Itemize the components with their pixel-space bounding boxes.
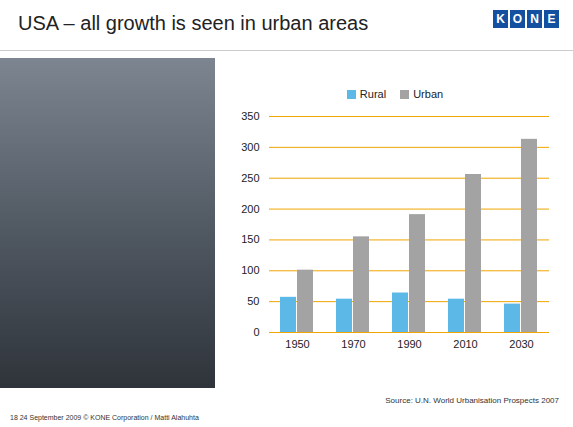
svg-text:2010: 2010 xyxy=(453,338,477,350)
svg-text:350: 350 xyxy=(241,110,259,122)
svg-text:1970: 1970 xyxy=(341,338,365,350)
html-text:O: O xyxy=(512,12,523,26)
svg-text:1950: 1950 xyxy=(285,338,309,350)
html-text:18 24 September 2009 © KONE Co: 18 24 September 2009 © KONE Corporation … xyxy=(10,414,199,421)
html-text:K: K xyxy=(496,12,505,26)
html-text:E: E xyxy=(547,12,556,26)
html-text:Urban: Urban xyxy=(413,88,444,100)
svg-text:250: 250 xyxy=(241,172,259,184)
svg-text:150: 150 xyxy=(241,233,259,245)
svg-text:100: 100 xyxy=(241,264,259,276)
html-text:Rural: Rural xyxy=(359,88,387,100)
svg-text:1990: 1990 xyxy=(397,338,421,350)
svg-text:200: 200 xyxy=(241,203,259,215)
svg-text:50: 50 xyxy=(247,295,259,307)
html-text:N: N xyxy=(530,12,539,26)
svg-text:300: 300 xyxy=(241,141,259,153)
svg-text:2030: 2030 xyxy=(509,338,533,350)
svg-text:0: 0 xyxy=(253,326,259,338)
html-text:Source: U.N. World Urbanisatio: Source: U.N. World Urbanisation Prospect… xyxy=(385,396,559,405)
html-text:USA – all growth is seen in ur: USA – all growth is seen in urban areas xyxy=(18,12,369,34)
